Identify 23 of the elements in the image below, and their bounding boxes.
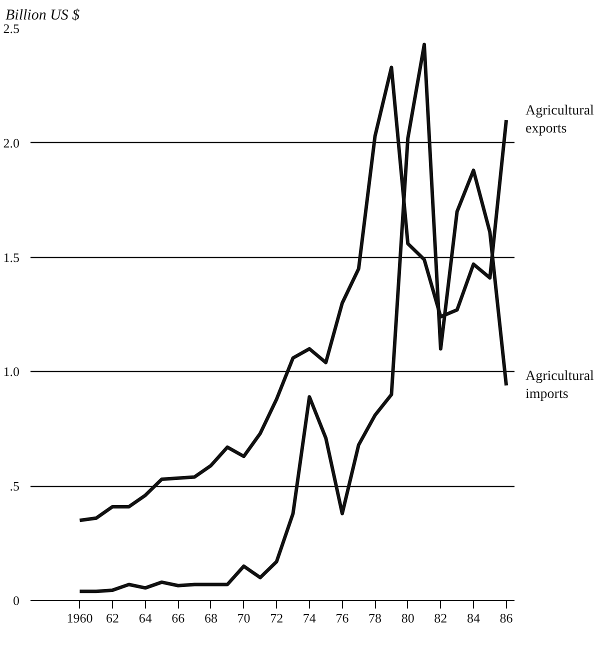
x-tick-label: 82 [434,610,448,626]
series-label: Agricultural imports [526,368,594,402]
y-tick-label: 1.0 [3,364,20,380]
x-tick-label: 80 [401,610,414,626]
y-tick-label: 2.5 [3,21,20,36]
x-tick-label: 66 [172,610,186,626]
y-tick-label: 0 [13,593,20,608]
x-tick-label: 86 [500,610,514,626]
y-axis-title: Billion US $ [6,8,80,24]
x-tick-label: 72 [270,610,284,626]
x-tick-label: 1960 [66,610,93,626]
x-tick-label: 76 [336,610,350,626]
x-tick-label: 78 [368,610,382,626]
y-tick-label: 1.5 [3,250,20,265]
y-tick-label: .5 [10,478,20,494]
y-tick-label: 2.0 [3,135,20,150]
x-tick-label: 84 [466,610,480,626]
x-tick-label: 70 [237,610,250,626]
x-tick-label: 62 [106,610,120,626]
x-tick-label: 74 [302,610,316,626]
x-tick-label: 68 [204,610,218,626]
x-tick-label: 64 [138,610,152,626]
series-label: Agricultural exports [526,104,594,137]
